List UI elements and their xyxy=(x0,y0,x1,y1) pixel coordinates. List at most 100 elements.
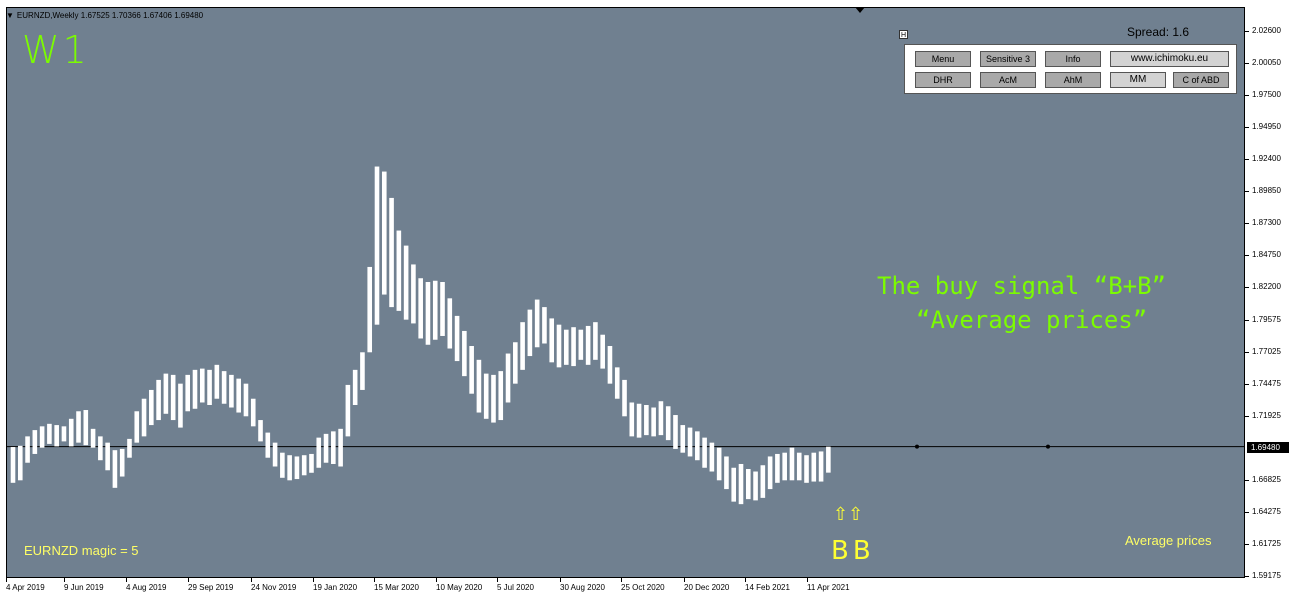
price-bar xyxy=(607,346,613,384)
price-bar xyxy=(411,264,416,324)
price-bar xyxy=(731,467,737,502)
price-bar xyxy=(520,322,525,370)
shift-marker-icon[interactable] xyxy=(855,7,865,13)
y-axis-label: 1.61725 xyxy=(1252,538,1281,548)
y-axis-tick xyxy=(1245,479,1249,481)
sensitive-button[interactable]: Sensitive 3 xyxy=(980,51,1036,67)
y-axis-label: 1.64275 xyxy=(1252,506,1281,516)
price-bar xyxy=(17,445,23,481)
dhr-button[interactable]: DHR xyxy=(915,72,971,88)
x-axis-label: 25 Oct 2020 xyxy=(621,583,665,592)
x-axis-tick xyxy=(621,578,622,582)
dropdown-triangle-icon[interactable]: ▼ xyxy=(6,11,14,20)
x-axis-tick xyxy=(251,578,252,582)
magic-label: EURNZD magic = 5 xyxy=(24,543,139,558)
price-bar xyxy=(338,428,343,467)
y-axis-tick xyxy=(1245,511,1249,513)
price-bar xyxy=(454,315,460,362)
x-axis-label: 30 Aug 2020 xyxy=(560,583,605,592)
price-bar xyxy=(556,324,562,368)
price-bar xyxy=(687,427,693,457)
price-bar xyxy=(316,437,322,468)
price-bar xyxy=(789,447,795,481)
y-axis-label: 2.02600 xyxy=(1252,26,1281,35)
price-bar xyxy=(32,430,38,454)
price-bar xyxy=(629,402,635,437)
current-price-tag: 1.69480 xyxy=(1247,441,1289,453)
price-bar xyxy=(753,471,758,501)
price-bar xyxy=(513,342,518,384)
price-bar xyxy=(309,453,314,473)
control-panel: Menu Sensitive 3 Info www.ichimoku.eu DH… xyxy=(904,44,1237,94)
y-axis-label: 1.59175 xyxy=(1252,571,1281,580)
price-bar xyxy=(804,455,809,483)
x-axis-tick xyxy=(313,578,314,582)
price-bar xyxy=(826,446,831,473)
menu-button[interactable]: Menu xyxy=(915,51,971,67)
price-bar xyxy=(462,330,467,377)
x-axis-label: 4 Aug 2019 xyxy=(126,583,167,592)
price-bar xyxy=(549,318,555,363)
y-axis-tick xyxy=(1245,576,1249,577)
price-bar xyxy=(141,398,147,437)
x-axis-label: 24 Nov 2019 xyxy=(251,583,297,592)
price-bar xyxy=(272,442,278,467)
price-bar xyxy=(418,278,423,339)
y-axis-tick xyxy=(1245,159,1249,160)
price-bar xyxy=(76,411,81,443)
y-axis-label: 1.89850 xyxy=(1252,186,1281,196)
price-bar xyxy=(258,420,263,442)
price-bar xyxy=(476,359,482,413)
price-bar xyxy=(170,374,176,421)
price-bar xyxy=(119,448,125,477)
price-bar xyxy=(571,327,576,367)
website-button[interactable]: www.ichimoku.eu xyxy=(1110,51,1229,67)
y-axis-label: 1.79575 xyxy=(1252,314,1281,324)
x-axis-label: 15 Mar 2020 xyxy=(374,583,419,592)
ahm-button[interactable]: AhM xyxy=(1045,72,1101,88)
y-axis-label: 1.74475 xyxy=(1252,378,1281,388)
y-axis-tick xyxy=(1245,415,1249,417)
price-bar xyxy=(381,171,387,295)
price-bar xyxy=(83,410,89,446)
y-axis-label: 1.82200 xyxy=(1252,282,1281,292)
price-bar xyxy=(527,309,533,357)
c-of-abd-button[interactable]: C of ABD xyxy=(1173,72,1229,88)
price-bar xyxy=(149,389,154,426)
price-bar xyxy=(585,325,591,365)
y-axis-tick xyxy=(1245,191,1249,193)
x-axis-tick xyxy=(126,578,127,582)
price-bar xyxy=(229,374,234,408)
x-axis-tick xyxy=(436,578,437,582)
price-bar xyxy=(156,379,161,421)
y-axis-tick xyxy=(1245,351,1249,353)
y-axis-label: 1.84750 xyxy=(1252,250,1281,260)
price-bar xyxy=(163,373,169,414)
price-bar xyxy=(61,426,67,442)
price-bar xyxy=(105,442,110,471)
panel-hide-button[interactable]: H xyxy=(899,30,908,39)
price-bar xyxy=(483,373,489,419)
mm-button[interactable]: MM xyxy=(1110,72,1166,88)
price-bar xyxy=(374,166,380,325)
double-up-arrow-icon: ⇧⇧ xyxy=(833,504,864,525)
price-bar xyxy=(738,463,744,505)
price-bar xyxy=(593,322,598,360)
y-axis-tick xyxy=(1245,127,1249,128)
info-button[interactable]: Info xyxy=(1045,51,1101,67)
acm-button[interactable]: AcM xyxy=(980,72,1036,88)
price-bar xyxy=(665,406,671,441)
price-bar xyxy=(680,425,686,453)
price-bar xyxy=(760,465,766,498)
y-axis-label: 1.92400 xyxy=(1252,154,1281,163)
bb-signal-label: BB xyxy=(831,536,875,566)
price-bar xyxy=(214,364,220,399)
price-bar xyxy=(207,369,212,406)
y-axis-label: 1.87300 xyxy=(1252,218,1281,228)
spread-label: Spread: 1.6 xyxy=(1127,25,1190,39)
x-axis-label: 9 Jun 2019 xyxy=(64,583,104,592)
price-bar xyxy=(345,384,351,437)
plot-area[interactable] xyxy=(6,7,1245,578)
y-axis-tick xyxy=(1245,319,1249,321)
price-bar xyxy=(716,447,722,481)
